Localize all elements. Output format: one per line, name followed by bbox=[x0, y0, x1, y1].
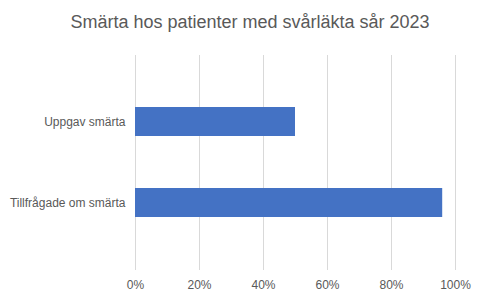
svg-text:40%: 40% bbox=[251, 278, 275, 292]
svg-text:100%: 100% bbox=[440, 278, 471, 292]
svg-text:20%: 20% bbox=[187, 278, 211, 292]
html-text:Smärta hos patienter med svårl: Smärta hos patienter med svårläkta sår 2… bbox=[70, 12, 430, 32]
svg-text:0%: 0% bbox=[127, 278, 145, 292]
svg-text:Uppgav smärta: Uppgav smärta bbox=[44, 115, 126, 129]
svg-text:Tillfrågade om smärta: Tillfrågade om smärta bbox=[10, 196, 126, 210]
svg-text:60%: 60% bbox=[315, 278, 339, 292]
svg-text:80%: 80% bbox=[379, 278, 403, 292]
